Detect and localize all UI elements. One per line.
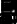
- Low-MW CS: [11, 2, 12, 3]
- Line: Low-MW CS: Low-MW CS: [2, 3, 16, 10]
- Text: (a): (a): [0, 12, 17, 24]
- Line: CS before Depolymerization: CS before Depolymerization: [2, 5, 16, 10]
- Text: 160 kDa: 160 kDa: [8, 1, 17, 20]
- Line: γ-PGA: γ-PGA: [2, 16, 16, 23]
- Legend: CS before Depolymerization, Low-MW CS: CS before Depolymerization, Low-MW CS: [11, 10, 17, 24]
- Text: 50 kDa: 50 kDa: [10, 0, 17, 6]
- Text: 280 kDa: 280 kDa: [8, 0, 17, 9]
- Legend: γ-PGA: γ-PGA: [11, 22, 17, 24]
- CS before Depolymerization: [16, 9, 17, 10]
